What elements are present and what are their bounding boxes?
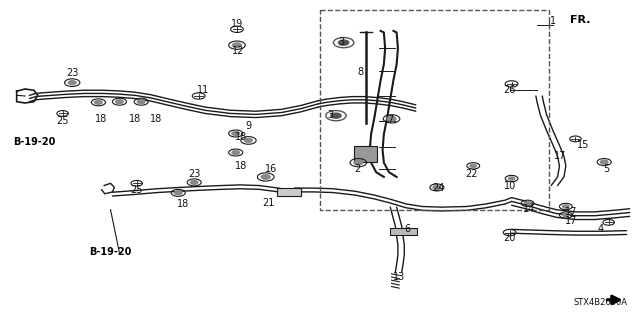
Text: 17: 17 xyxy=(554,151,566,161)
Text: B-19-20: B-19-20 xyxy=(13,137,56,147)
Text: 26: 26 xyxy=(504,85,516,95)
Text: 24: 24 xyxy=(432,183,444,193)
Circle shape xyxy=(244,138,252,142)
Text: 8: 8 xyxy=(357,67,364,77)
Text: B-19-20: B-19-20 xyxy=(90,247,132,256)
Circle shape xyxy=(354,160,363,165)
Text: 15: 15 xyxy=(577,140,589,150)
Circle shape xyxy=(508,177,515,180)
Circle shape xyxy=(116,100,124,104)
Text: 14: 14 xyxy=(523,204,535,214)
Text: 18: 18 xyxy=(129,114,141,124)
Circle shape xyxy=(433,186,441,189)
Circle shape xyxy=(174,191,182,195)
Circle shape xyxy=(563,213,569,217)
Circle shape xyxy=(261,175,270,179)
Circle shape xyxy=(190,181,198,184)
Circle shape xyxy=(95,100,102,104)
Circle shape xyxy=(600,160,608,164)
Text: 21: 21 xyxy=(263,198,275,208)
Circle shape xyxy=(524,202,531,205)
Text: 1: 1 xyxy=(550,16,556,26)
Text: 12: 12 xyxy=(232,46,244,56)
Text: 25: 25 xyxy=(131,185,143,195)
Circle shape xyxy=(68,81,76,85)
Text: 17: 17 xyxy=(564,216,577,226)
Text: 25: 25 xyxy=(56,116,69,126)
Text: 23: 23 xyxy=(66,68,79,78)
Circle shape xyxy=(339,40,349,45)
Text: 18: 18 xyxy=(150,114,162,124)
Text: 2: 2 xyxy=(354,164,360,174)
Circle shape xyxy=(563,205,569,208)
Circle shape xyxy=(470,164,476,167)
Text: 18: 18 xyxy=(235,132,247,142)
Text: 22: 22 xyxy=(465,169,477,179)
Bar xyxy=(277,188,301,196)
Text: 19: 19 xyxy=(231,19,243,29)
FancyBboxPatch shape xyxy=(355,145,378,162)
Circle shape xyxy=(232,131,239,135)
Circle shape xyxy=(387,117,396,121)
Text: 13: 13 xyxy=(393,272,405,282)
Circle shape xyxy=(138,100,145,104)
Text: 18: 18 xyxy=(235,161,247,171)
Text: 17: 17 xyxy=(564,207,577,217)
Circle shape xyxy=(232,151,239,154)
Text: 3: 3 xyxy=(327,110,333,120)
Text: 6: 6 xyxy=(404,224,410,234)
Text: STX4B2600A: STX4B2600A xyxy=(574,298,628,307)
Text: 9: 9 xyxy=(245,121,252,130)
Bar xyxy=(390,228,417,235)
Circle shape xyxy=(232,43,241,48)
Circle shape xyxy=(331,113,341,118)
Text: 20: 20 xyxy=(504,233,516,243)
Text: 4: 4 xyxy=(598,224,604,234)
Text: 11: 11 xyxy=(197,85,209,95)
Text: 23: 23 xyxy=(188,169,200,179)
Text: 10: 10 xyxy=(504,181,516,190)
Text: 3: 3 xyxy=(339,37,345,47)
Text: 18: 18 xyxy=(177,199,189,209)
Text: 16: 16 xyxy=(265,164,277,174)
Text: 7: 7 xyxy=(387,115,394,125)
Text: 5: 5 xyxy=(603,164,609,174)
Text: 18: 18 xyxy=(95,114,107,124)
Text: FR.: FR. xyxy=(570,15,591,25)
